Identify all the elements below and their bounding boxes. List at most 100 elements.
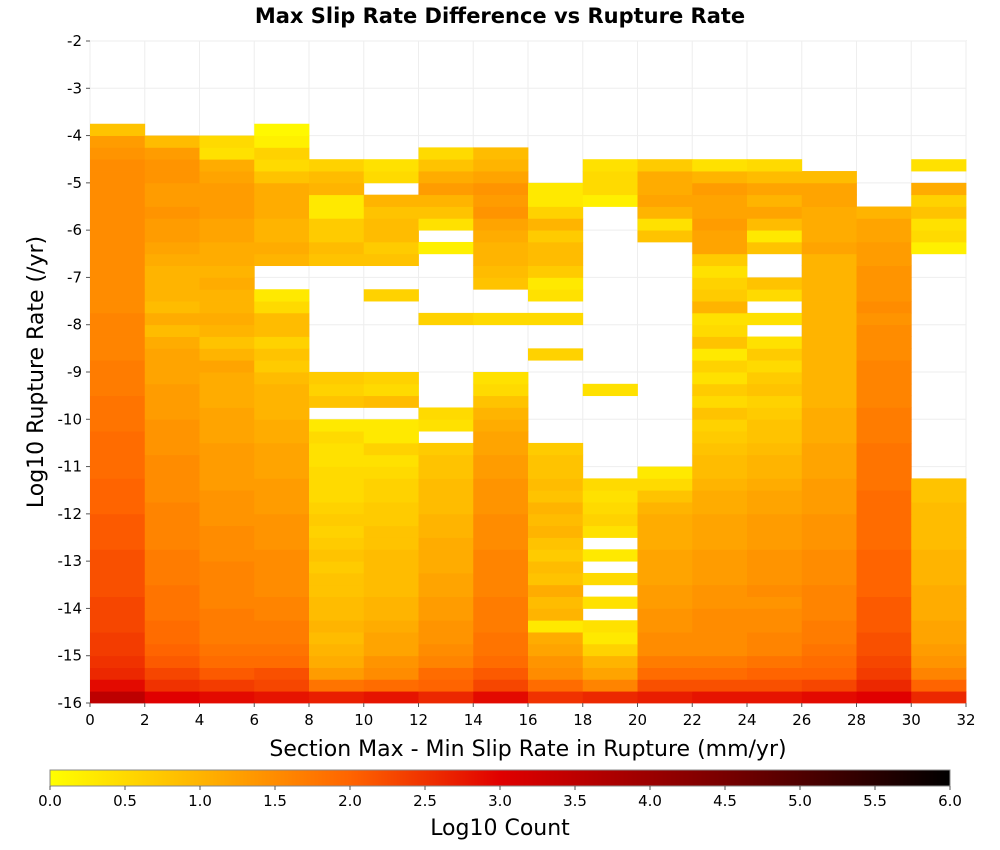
heatmap-cell [856, 655, 912, 668]
heatmap-cell [637, 478, 693, 491]
heatmap-cell [692, 383, 748, 397]
heatmap-cell [144, 537, 200, 550]
heatmap-cell [90, 632, 146, 645]
heatmap-cell [199, 407, 255, 420]
heatmap-cell [254, 241, 310, 255]
heatmap-cell [747, 632, 803, 645]
heatmap-cell [144, 608, 200, 621]
heatmap-cell [801, 561, 857, 574]
heatmap-cell [254, 289, 310, 302]
heatmap-cell [637, 490, 693, 503]
heatmap-cell [418, 596, 474, 609]
heatmap-cell [90, 584, 146, 598]
heatmap-cell [911, 561, 967, 574]
heatmap-cell [363, 537, 419, 550]
heatmap-cell [418, 206, 474, 219]
y-tick-label: -9 [67, 363, 82, 381]
heatmap-cell [363, 218, 419, 231]
heatmap-cell [528, 691, 584, 704]
heatmap-cell [911, 513, 967, 527]
heatmap-cell [90, 407, 146, 420]
heatmap-cell [90, 490, 146, 503]
x-tick-label: 4 [195, 711, 205, 729]
heatmap-cell [692, 289, 748, 302]
heatmap-cell [747, 230, 803, 243]
heatmap-cell [254, 620, 310, 633]
x-tick-label: 0 [85, 711, 95, 729]
heatmap-cell [90, 123, 146, 136]
colorbar [49, 769, 951, 787]
heatmap-cell [473, 596, 529, 609]
heatmap-cell [363, 289, 419, 302]
heatmap-cell [473, 431, 529, 444]
heatmap-cell [144, 289, 200, 302]
heatmap-cell [144, 490, 200, 503]
heatmap-cell [856, 324, 912, 337]
heatmap-cell [856, 253, 912, 267]
heatmap-cell [144, 265, 200, 278]
heatmap-cell [747, 442, 803, 456]
heatmap-cell [582, 596, 638, 609]
heatmap-cell [637, 679, 693, 692]
heatmap-cell [199, 159, 255, 172]
heatmap-cell [856, 502, 912, 515]
heatmap-cell [418, 691, 474, 704]
heatmap-cell [582, 632, 638, 645]
heatmap-cell [144, 596, 200, 609]
heatmap-cell [144, 277, 200, 290]
heatmap-cell [528, 182, 584, 196]
heatmap-cell [856, 596, 912, 609]
heatmap-cell [309, 194, 365, 207]
heatmap-cell [911, 478, 967, 491]
heatmap-cell [747, 206, 803, 219]
heatmap-cell [254, 419, 310, 432]
heatmap-cell [90, 561, 146, 574]
heatmap-cell [473, 584, 529, 598]
heatmap-cell [418, 502, 474, 515]
heatmap-cell [692, 549, 748, 562]
heatmap-cell [801, 549, 857, 562]
heatmap-cell [309, 253, 365, 267]
x-tick-label: 22 [683, 711, 702, 729]
heatmap-cell [637, 159, 693, 172]
heatmap-cell [582, 513, 638, 527]
heatmap-cell [144, 431, 200, 444]
heatmap-cell [747, 667, 803, 680]
heatmap-cell [199, 478, 255, 491]
heatmap-cell [144, 679, 200, 692]
heatmap-cell [801, 691, 857, 704]
heatmap-cell [199, 277, 255, 290]
heatmap-cell [473, 182, 529, 196]
heatmap-cell [473, 312, 529, 326]
heatmap-cell [528, 241, 584, 255]
heatmap-cell [90, 431, 146, 444]
heatmap-cell [801, 182, 857, 196]
heatmap-cell [801, 324, 857, 337]
heatmap-cell [254, 324, 310, 337]
heatmap-cell [747, 679, 803, 692]
heatmap-cell [692, 490, 748, 503]
heatmap-cell [801, 525, 857, 538]
heatmap-cell [473, 643, 529, 657]
heatmap-cell [747, 572, 803, 586]
heatmap-cell [801, 194, 857, 207]
heatmap-cell [473, 407, 529, 420]
heatmap-cell [309, 537, 365, 550]
heatmap-cell [418, 147, 474, 160]
heatmap-cell [254, 147, 310, 160]
heatmap-cell [90, 253, 146, 267]
heatmap-cell [856, 395, 912, 408]
heatmap-cell [528, 679, 584, 692]
heatmap-cell [363, 442, 419, 456]
heatmap-cell [309, 561, 365, 574]
x-tick-label: 10 [354, 711, 373, 729]
heatmap-cell [90, 608, 146, 621]
heatmap-cell [90, 620, 146, 633]
heatmap-cell [801, 395, 857, 408]
heatmap-cell [144, 502, 200, 515]
colorbar-tick-label: 5.0 [788, 792, 812, 810]
heatmap-cell [254, 442, 310, 456]
heatmap-cell [801, 490, 857, 503]
heatmap-cell [801, 383, 857, 397]
heatmap-cell [363, 513, 419, 527]
